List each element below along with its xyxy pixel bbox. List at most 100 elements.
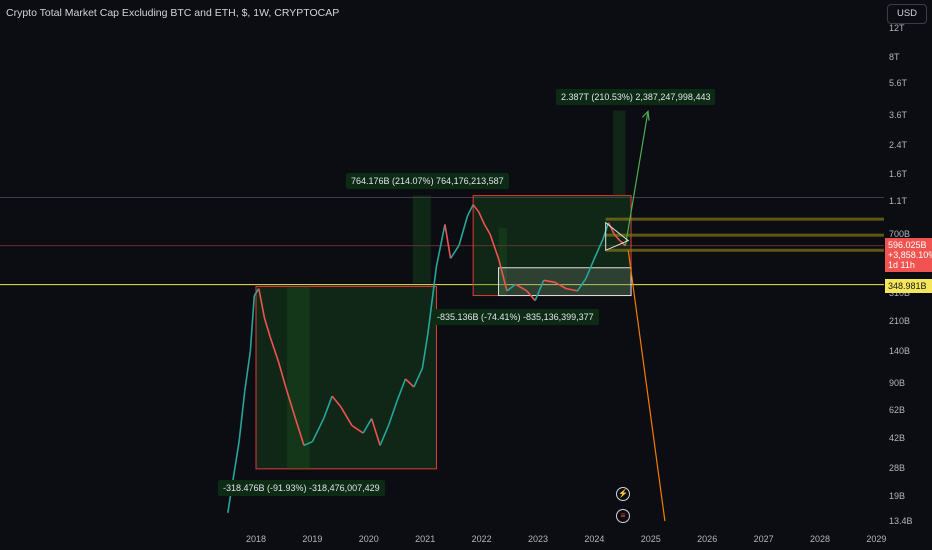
price-segment	[449, 244, 460, 259]
price-tick-label: 42B	[889, 433, 906, 444]
price-tick-label: 12T	[889, 23, 905, 33]
measure-label-projection: 2.387T (210.53%) 2,387,247,998,443	[556, 89, 716, 105]
price-segment	[534, 280, 545, 301]
price-segment	[303, 440, 313, 447]
price-segment	[331, 395, 342, 407]
price-tick-label: 3.6T	[889, 110, 908, 121]
price-tick-label: 19B	[889, 490, 906, 501]
time-tick-label: 2028	[809, 534, 831, 544]
price-segment	[458, 215, 469, 246]
time-tick-label: 2029	[866, 534, 887, 544]
price-segment	[258, 288, 266, 319]
price-segment	[515, 283, 528, 292]
measure-label-drawdown-2022: -835.136B (-74.41%) -835,136,399,377	[432, 309, 599, 325]
upside-projection-line	[624, 111, 649, 246]
time-tick-label: 2019	[302, 534, 323, 544]
currency-button[interactable]: USD	[887, 4, 927, 24]
current-price-tag: 596.025B +3,858.10% 1d 11h	[885, 238, 932, 272]
flash-icon[interactable]: ⚡	[616, 487, 630, 501]
price-segment	[613, 233, 621, 242]
price-segment	[238, 391, 246, 442]
current-price: 596.025B	[888, 240, 927, 250]
upside-projection-arrowhead	[641, 110, 650, 121]
price-tick-label: 310B	[889, 288, 911, 299]
current-change: +3,858.10%	[888, 250, 932, 260]
price-segment	[435, 224, 446, 267]
price-segment	[243, 350, 252, 392]
triangle-pattern	[605, 221, 630, 252]
bear-box-2018	[255, 285, 437, 470]
price-segment	[339, 406, 353, 426]
price-segment	[497, 258, 508, 292]
price-segment	[277, 361, 288, 392]
price-segment	[253, 288, 260, 296]
measure-label-rally-2021: 764.176B (214.07%) 764,176,213,587	[346, 173, 509, 189]
time-tick-label: 2026	[697, 534, 718, 544]
price-segment	[379, 425, 390, 446]
price-segment	[404, 378, 415, 388]
accumulation-range-box	[498, 267, 632, 297]
price-tick-label: 1.6T	[889, 169, 908, 180]
price-segment	[543, 279, 556, 284]
target-band-2	[605, 248, 884, 252]
time-tick-label: 2018	[245, 534, 267, 544]
price-segment	[466, 204, 474, 217]
price-segment	[370, 418, 381, 446]
price-tick-label: 13.4B	[889, 516, 913, 526]
price-segment	[311, 418, 325, 443]
time-tick-label: 2022	[471, 534, 492, 544]
price-tick-label: 700B	[889, 229, 911, 240]
price-tick-label: 2.4T	[889, 139, 908, 150]
measure-label-drawdown-2018: -318.476B (-91.93%) -318,476,007,429	[218, 480, 385, 496]
price-segment	[421, 332, 429, 369]
price-segment	[263, 317, 271, 337]
price-tick-label: 28B	[889, 462, 906, 473]
price-segment	[576, 277, 587, 292]
price-segment	[506, 283, 516, 292]
price-segment	[472, 204, 480, 213]
price-segment	[478, 211, 486, 225]
time-tick-label: 2027	[753, 534, 774, 544]
price-tick-label: 62B	[889, 404, 906, 415]
price-tick-label: 210B	[889, 316, 911, 327]
price-segment	[396, 378, 407, 402]
level-price-tag: 348.981B	[885, 279, 932, 293]
price-segment	[427, 266, 438, 333]
price-segment	[489, 233, 500, 259]
bar-countdown: 1d 11h	[888, 260, 915, 270]
price-segment	[351, 424, 364, 434]
price-segment	[526, 290, 536, 302]
price-segment	[483, 224, 491, 235]
measure-bar-2018	[287, 286, 310, 469]
price-segment	[227, 441, 240, 513]
measure-bar-2024	[613, 110, 626, 196]
price-segment	[585, 258, 596, 279]
downside-projection-line	[627, 250, 666, 522]
price-segment	[387, 400, 398, 426]
price-tick-label: 90B	[889, 377, 906, 388]
price-segment	[566, 287, 578, 292]
price-segment	[249, 295, 256, 351]
time-tick-label: 2024	[584, 534, 605, 544]
chart-title: Crypto Total Market Cap Excluding BTC an…	[6, 7, 340, 19]
target-band-1	[605, 233, 884, 237]
price-segment	[554, 281, 567, 290]
price-segment	[294, 418, 305, 446]
target-band-0	[605, 217, 884, 221]
event-icon[interactable]: ≡	[616, 509, 630, 523]
price-segment	[269, 336, 280, 363]
price-tick-label: 1.1T	[889, 196, 908, 207]
price-tick-label: 5.6T	[889, 78, 908, 89]
price-tick-label: 8T	[889, 52, 900, 63]
price-segment	[286, 391, 297, 419]
price-segment	[362, 418, 373, 434]
measure-bar-2021	[412, 195, 431, 284]
time-tick-label: 2020	[358, 534, 379, 544]
price-segment	[413, 367, 424, 388]
measure-bar-2022	[498, 228, 507, 296]
time-tick-label: 2021	[415, 534, 436, 544]
price-segment	[322, 395, 333, 419]
time-tick-label: 2023	[527, 534, 549, 544]
